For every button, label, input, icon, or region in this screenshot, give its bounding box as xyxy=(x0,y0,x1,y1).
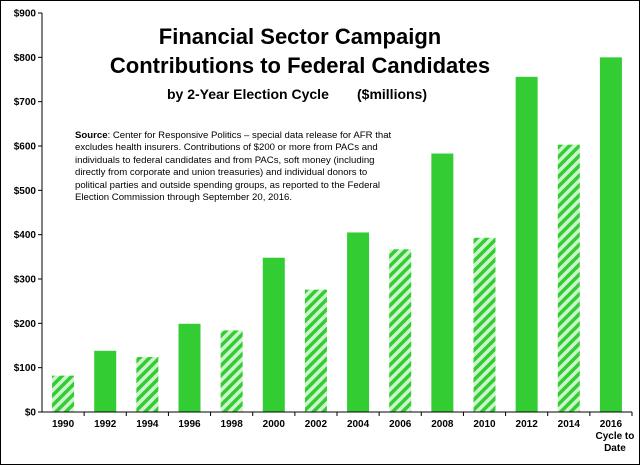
y-tick-label: $700 xyxy=(14,97,37,108)
chart-unit-label: ($millions) xyxy=(357,86,427,102)
x-tick-label: 1996 xyxy=(178,419,201,430)
y-tick-label: $800 xyxy=(14,53,37,64)
y-tick-label: $500 xyxy=(14,186,37,197)
x-tick-label: 2000 xyxy=(263,419,286,430)
y-tick-label: $600 xyxy=(14,142,37,153)
chart-title-line1: Financial Sector Campaign xyxy=(159,24,441,49)
y-tick-label: $100 xyxy=(14,363,37,374)
y-tick-label: $0 xyxy=(25,408,37,419)
bar-2010 xyxy=(473,237,496,412)
chart-title-line2: Contributions to Federal Candidates xyxy=(110,53,490,78)
bar-1996 xyxy=(178,323,201,412)
x-tick-label: 2016 xyxy=(600,419,623,430)
source-note: Source: Center for Responsive Politics –… xyxy=(75,130,395,204)
x-tick-label: 2006 xyxy=(389,419,412,430)
y-tick-label: $400 xyxy=(14,230,37,241)
x-tick-label: 2008 xyxy=(431,419,454,430)
x-tick-label: 1998 xyxy=(221,419,244,430)
x-tick-label: 2010 xyxy=(473,419,496,430)
source-label: Source xyxy=(75,130,108,141)
source-text: : Center for Responsive Politics – speci… xyxy=(75,130,392,204)
x-tick-label: 2012 xyxy=(516,419,539,430)
y-tick-label: $200 xyxy=(14,319,37,330)
bar-2012 xyxy=(515,76,538,412)
bar-1992 xyxy=(94,350,117,412)
x-tick-sublabel: Date xyxy=(604,443,626,454)
bar-1994 xyxy=(136,357,159,412)
bar-2014 xyxy=(557,144,580,413)
bar-2006 xyxy=(389,249,412,412)
x-tick-label: 2014 xyxy=(558,419,581,430)
bar-1990 xyxy=(52,375,75,412)
x-tick-label: 2004 xyxy=(347,419,370,430)
chart-subtitle: by 2-Year Election Cycle xyxy=(167,86,329,102)
bar-2004 xyxy=(347,232,370,412)
bar-2000 xyxy=(262,257,285,412)
x-tick-label: 1992 xyxy=(94,419,117,430)
bar-2002 xyxy=(304,289,327,412)
bar-2008 xyxy=(431,153,454,412)
x-tick-label: 1994 xyxy=(136,419,159,430)
x-tick-label: 1990 xyxy=(52,419,75,430)
x-tick-sublabel: Cycle to xyxy=(595,431,634,442)
y-tick-label: $900 xyxy=(14,9,37,20)
x-tick-label: 2002 xyxy=(305,419,328,430)
bar-1998 xyxy=(220,330,243,412)
bar-2016 xyxy=(599,57,622,412)
y-tick-label: $300 xyxy=(14,275,37,286)
